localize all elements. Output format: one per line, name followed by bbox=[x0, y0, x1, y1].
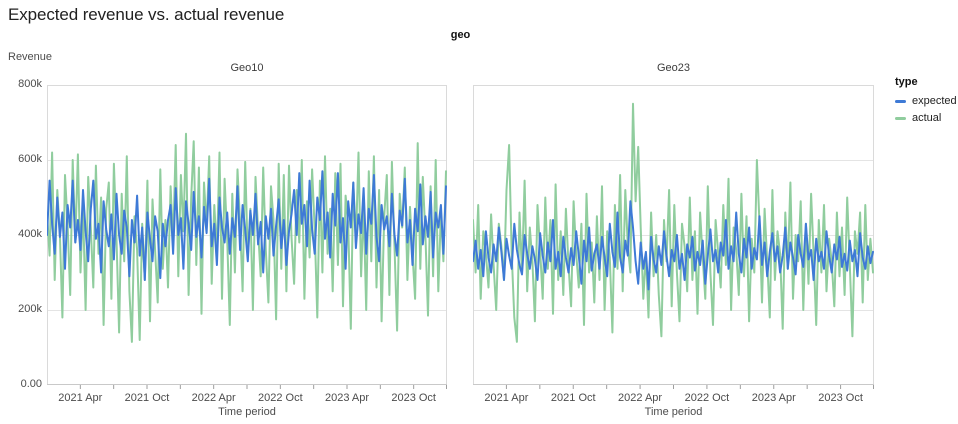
legend: type expected actual bbox=[895, 76, 957, 129]
x-tick-label: 2023 Oct bbox=[818, 392, 863, 404]
facet-geo10: Geo10 2021 Apr 2021 Oct 2022 Apr 2022 Oct 20… bbox=[46, 62, 447, 424]
x-tick-label: 2022 Oct bbox=[685, 392, 730, 404]
y-tick-label: 400k bbox=[18, 228, 42, 240]
x-tick-label: 2022 Oct bbox=[258, 392, 303, 404]
legend-label-expected: expected bbox=[912, 95, 957, 107]
facet-title-geo23: Geo23 bbox=[656, 62, 691, 74]
y-axis-tick-labels: 0.00 200k 400k 600k 800k bbox=[0, 0, 42, 424]
x-tick-label: 2023 Apr bbox=[325, 392, 369, 404]
actual-line bbox=[46, 132, 447, 343]
y-tick-label: 800k bbox=[18, 78, 42, 90]
y-tick-label: 0.00 bbox=[20, 378, 42, 390]
legend-swatch-expected bbox=[895, 99, 906, 103]
x-tick-label: 2023 Apr bbox=[752, 392, 796, 404]
x-tick-label: 2021 Oct bbox=[551, 392, 596, 404]
legend-label-actual: actual bbox=[912, 112, 942, 124]
y-axis-title: Revenue bbox=[8, 51, 53, 63]
y-tick-label: 200k bbox=[18, 303, 42, 315]
y-tick-label: 600k bbox=[18, 153, 42, 165]
legend-item-expected[interactable]: expected bbox=[895, 95, 957, 107]
x-tick-label: 2023 Oct bbox=[391, 392, 436, 404]
x-axis-title: Time period bbox=[645, 406, 703, 418]
facet-geo23: Geo23 2021 Apr 2021 Oct 2022 Apr 2022 Oct 20… bbox=[472, 62, 874, 424]
x-axis-title: Time period bbox=[218, 406, 276, 418]
x-tick-label: 2022 Apr bbox=[192, 392, 236, 404]
page-title: Expected revenue vs. actual revenue bbox=[8, 5, 285, 24]
legend-title: type bbox=[895, 76, 918, 88]
facet-variable-header: geo bbox=[450, 29, 471, 41]
facet-title-geo10: Geo10 bbox=[230, 62, 264, 74]
geo10-chart-svg: 2021 Apr 2021 Oct 2022 Apr 2022 Oct 2023 Apr… bbox=[46, 85, 447, 418]
x-tick-label: 2021 Oct bbox=[125, 392, 170, 404]
x-tick-label: 2021 Apr bbox=[58, 392, 102, 404]
legend-swatch-actual bbox=[895, 116, 906, 120]
actual-line bbox=[472, 102, 874, 343]
expected-line bbox=[46, 170, 447, 281]
geo23-chart-svg: 2021 Apr 2021 Oct 2022 Apr 2022 Oct 2023 Apr… bbox=[472, 85, 874, 418]
x-tick-label: 2022 Apr bbox=[618, 392, 662, 404]
expected-line bbox=[472, 200, 874, 291]
x-tick-label: 2021 Apr bbox=[484, 392, 528, 404]
legend-item-actual[interactable]: actual bbox=[895, 112, 957, 124]
